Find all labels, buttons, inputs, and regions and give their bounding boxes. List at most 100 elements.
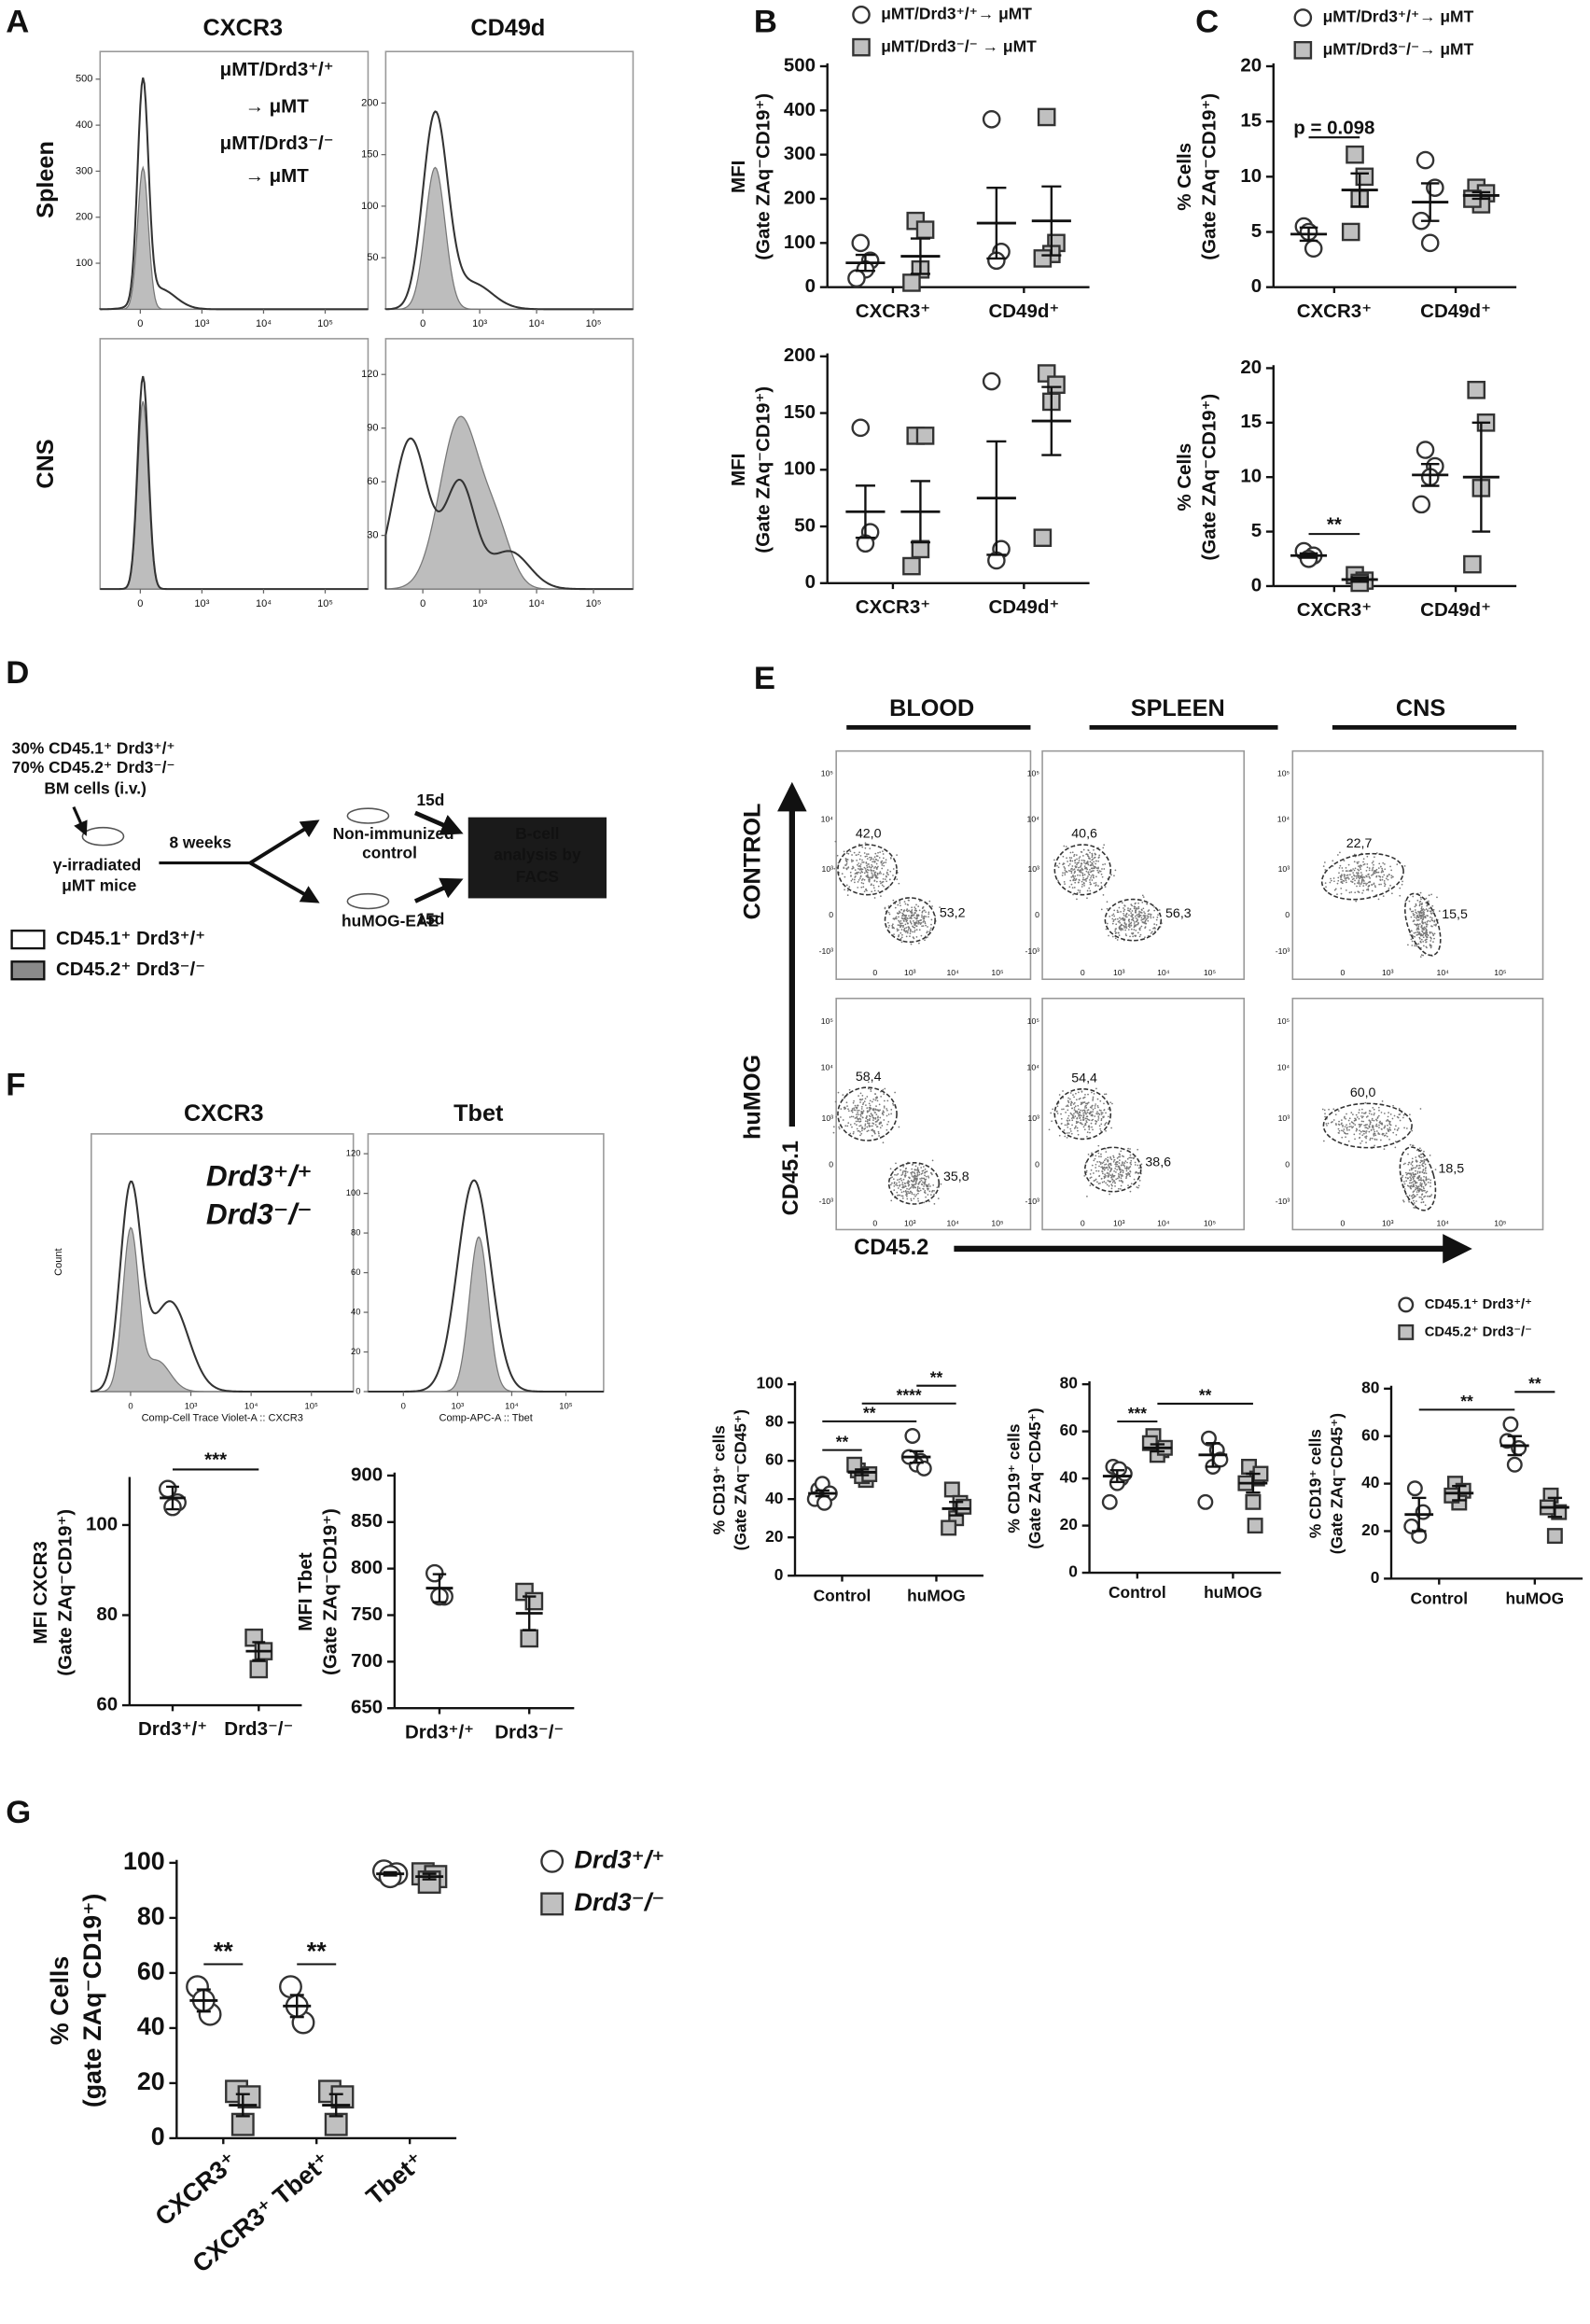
event-dot [911,915,913,917]
x-tick-label: 10⁴ [946,968,959,977]
event-dot [858,1130,860,1132]
event-dot [1337,854,1339,856]
event-dot [1072,851,1074,853]
event-dot [857,1112,858,1113]
event-dot [1077,869,1079,871]
event-dot [920,1167,922,1169]
event-dot [1129,935,1131,937]
legend-text: CD45.1⁺ Drd3⁺/⁺ [1425,1297,1532,1312]
event-dot [902,1182,904,1183]
event-dot [1390,877,1392,879]
event-dot [1382,871,1384,873]
legend-text: μMT/Drd3⁺/⁺ [220,59,334,80]
event-dot [869,1102,871,1104]
event-dot [873,1131,875,1133]
event-dot [857,1118,858,1120]
event-dot [1139,927,1141,929]
event-dot [1067,1110,1068,1112]
event-dot [1147,917,1149,919]
event-dot [901,913,903,915]
event-dot [1142,894,1144,896]
event-dot [1426,939,1428,941]
event-dot [1078,1115,1080,1117]
event-dot [1131,929,1133,931]
event-dot [1144,913,1146,915]
event-dot [1403,1201,1405,1203]
event-dot [858,865,859,867]
event-dot [1424,1182,1426,1183]
event-dot [930,924,932,926]
event-dot [864,867,866,869]
event-dot [1073,1113,1075,1114]
event-dot [1123,1165,1125,1167]
event-dot [1127,1158,1129,1160]
event-dot [1348,1120,1350,1122]
y-axis-label: (Gate ZAq⁻CD45⁺) [731,1409,749,1550]
event-dot [1093,877,1095,879]
event-dot [906,936,908,938]
event-dot [1088,1128,1090,1130]
event-dot [1114,1168,1116,1169]
event-dot [1373,874,1374,875]
event-dot [1331,1122,1332,1124]
event-dot [1064,869,1066,871]
event-dot [1338,1128,1340,1130]
event-dot [1121,1185,1123,1187]
event-dot [1090,877,1092,879]
event-dot [1127,909,1129,911]
event-dot [1355,1119,1357,1121]
event-dot [1380,1140,1382,1141]
event-dot [1337,883,1339,885]
event-dot [1141,926,1143,928]
event-dot [1365,1132,1367,1134]
event-dot [1072,887,1074,889]
event-dot [871,864,872,866]
y-axis-label: % Cells [1174,143,1195,211]
event-dot [1133,1157,1135,1159]
x-tick-label: 10⁵ [586,318,602,329]
event-dot [1389,1129,1391,1131]
event-dot [1104,1169,1106,1171]
y-axis-label: Count [53,1248,64,1275]
event-dot [1119,922,1121,924]
data-point [1508,1458,1522,1472]
event-dot [877,890,879,892]
event-dot [1089,881,1091,883]
event-dot [1348,870,1350,872]
event-dot [1118,1188,1120,1190]
significance-label: p = 0.098 [1293,117,1374,138]
event-dot [1130,1160,1132,1162]
event-dot [870,859,872,861]
event-dot [846,1105,848,1107]
event-dot [1069,857,1071,859]
event-dot [1137,1171,1138,1173]
y-tick-label: 10⁴ [1277,814,1290,823]
event-dot [1067,1117,1069,1119]
event-dot [1422,908,1424,910]
event-dot [1064,872,1066,874]
event-dot [872,875,873,877]
event-dot [1421,1161,1423,1163]
panel-letter: G [6,1795,31,1830]
event-dot [871,884,872,886]
event-dot [905,923,907,925]
event-dot [905,1173,907,1175]
event-dot [1159,909,1161,911]
event-dot [1097,872,1099,874]
event-dot [899,1179,900,1181]
event-dot [886,880,887,882]
significance-label: ** [1528,1374,1541,1393]
event-dot [858,1110,860,1112]
event-dot [885,907,886,909]
event-dot [1148,910,1150,912]
event-dot [916,920,918,922]
x-tick-label: 0 [420,598,425,609]
event-dot [1119,1180,1121,1182]
event-dot [1413,1177,1415,1179]
event-dot [1350,1126,1352,1127]
event-dot [1109,916,1110,917]
event-dot [1101,1178,1103,1180]
event-dot [1064,883,1066,885]
event-dot [1095,861,1097,862]
event-dot [900,932,901,934]
